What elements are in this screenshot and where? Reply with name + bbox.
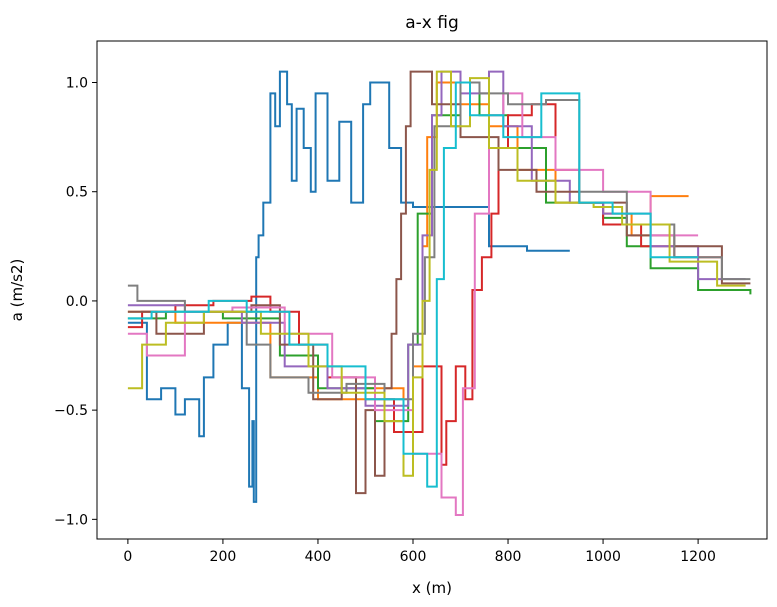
- y-tick-label: 0.5: [66, 185, 88, 201]
- series-line-s9: [127, 70, 746, 477]
- x-tick-label: 1000: [585, 549, 621, 565]
- x-tick-label: 0: [123, 549, 132, 565]
- x-tick-label: 400: [305, 549, 332, 565]
- x-tick-label: 600: [400, 549, 427, 565]
- series-line-s5: [127, 70, 746, 407]
- chart-title: a-x fig: [405, 13, 459, 33]
- y-axis-title: a (m/s2): [8, 259, 26, 322]
- y-tick-label: −0.5: [54, 403, 88, 419]
- series-layer: [127, 70, 752, 516]
- series-line-s10: [127, 81, 699, 488]
- y-tick-label: 0.0: [66, 294, 88, 310]
- x-tick-label: 1200: [680, 549, 716, 565]
- y-axis: −1.0 −0.5 0.0 0.5 1.0: [54, 76, 97, 528]
- x-axis-title: x (m): [412, 579, 452, 597]
- x-axis: 0 200 400 600 800 1000 1200: [123, 539, 716, 565]
- series-line-s1: [127, 70, 570, 503]
- series-line-s7: [127, 92, 699, 516]
- x-tick-label: 800: [495, 549, 522, 565]
- x-tick-label: 200: [210, 549, 237, 565]
- axes-frame: [96, 40, 768, 540]
- y-tick-label: −1.0: [54, 512, 88, 528]
- y-tick-label: 1.0: [66, 76, 88, 92]
